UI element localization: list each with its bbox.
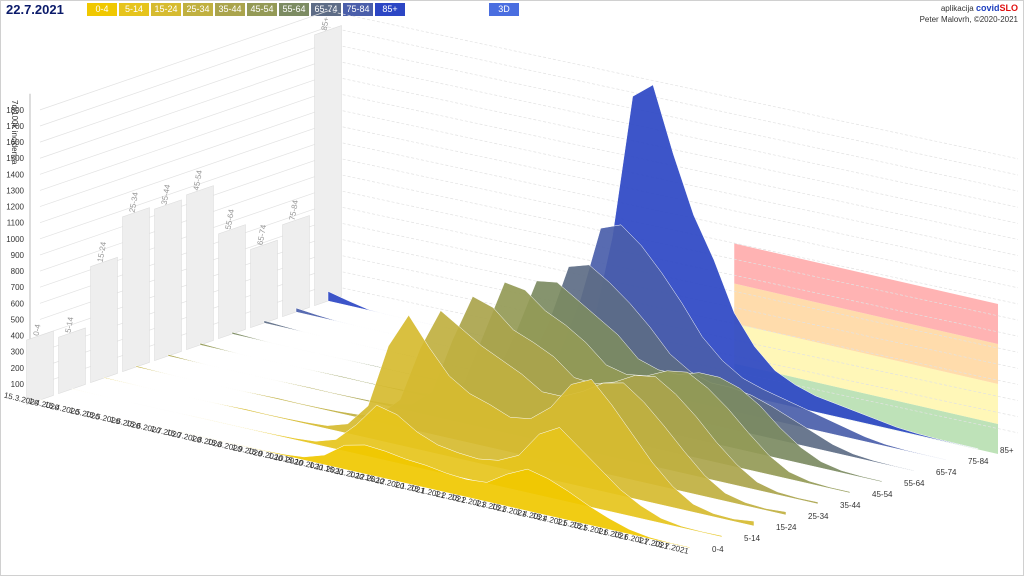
wall-bar	[58, 327, 86, 395]
threshold-band	[734, 323, 998, 424]
age-label: 25-34	[808, 512, 829, 521]
grid-line	[39, 75, 329, 175]
grid-line	[327, 26, 1019, 176]
grid-line	[39, 187, 329, 288]
grid-line	[39, 203, 329, 304]
y-tick-label: 200	[11, 364, 25, 373]
legend-button[interactable]: 45-54	[247, 3, 277, 16]
grid-line	[327, 58, 1019, 208]
y-tick-label: 1300	[6, 186, 24, 195]
y-tick-label: 1700	[6, 122, 24, 131]
grid-line	[39, 123, 329, 224]
y-tick-label: 100	[11, 380, 25, 389]
y-tick-label: 1400	[6, 170, 24, 179]
threshold-band	[734, 243, 998, 344]
threshold-band	[734, 283, 998, 384]
legend-button[interactable]: 55-64	[279, 3, 309, 16]
age-label: 5-14	[744, 534, 761, 543]
y-tick-label: 500	[11, 315, 25, 324]
grid-line	[327, 42, 1019, 192]
author: Peter Malovrh, ©2020-2021	[919, 15, 1018, 24]
wall-bar	[218, 224, 246, 340]
wall-bar-label: 55-64	[224, 208, 237, 230]
y-tick-label: 800	[11, 267, 25, 276]
grid-line	[327, 10, 1019, 160]
y-tick-label: 400	[11, 332, 25, 341]
age-surface	[39, 399, 691, 549]
wall-bar-label: 15-24	[96, 241, 109, 263]
wall-bar-label: 5-14	[64, 316, 76, 334]
age-label: 35-44	[840, 501, 861, 510]
age-label: 75-84	[968, 457, 989, 466]
grid-line	[39, 58, 329, 159]
grid-line	[39, 268, 329, 369]
grid-line	[327, 75, 1019, 224]
legend-button[interactable]: 25-34	[183, 3, 213, 16]
legend-button[interactable]: 0-4	[87, 3, 117, 16]
wall-bar-label: 85+	[320, 16, 331, 31]
y-tick-label: 700	[11, 283, 25, 292]
y-axis-label: 7d/100k incidenca	[10, 100, 19, 165]
age-label: 0-4	[712, 545, 724, 554]
wall-bar-label: 0-4	[32, 323, 43, 336]
age-label: 45-54	[872, 490, 893, 499]
brand: aplikacija covidSLO Peter Malovrh, ©2020…	[920, 3, 1018, 25]
legend-button[interactable]: 75-84	[343, 3, 373, 16]
grid-line	[39, 252, 329, 352]
wall-bar-label: 75-84	[288, 199, 301, 221]
age-label: 65-74	[936, 468, 957, 477]
y-tick-label: 1100	[7, 219, 25, 228]
legend-button[interactable]: 65-74	[311, 3, 341, 16]
date: 22.7.2021	[6, 2, 64, 17]
wall-bar	[90, 256, 118, 384]
wall-bar	[314, 25, 342, 307]
y-tick-label: 1500	[6, 154, 24, 163]
age-label: 15-24	[776, 523, 797, 532]
wall-bar	[122, 207, 150, 373]
mode-button[interactable]: 3D	[489, 3, 519, 16]
grid-line	[39, 42, 329, 143]
legend-button[interactable]: 35-44	[215, 3, 245, 16]
legend-button[interactable]: 15-24	[151, 3, 181, 16]
wall-bar-label: 65-74	[256, 224, 269, 246]
wall-bar-label: 25-34	[128, 191, 141, 213]
y-tick-label: 1200	[6, 203, 24, 212]
app-label: aplikacija	[940, 4, 974, 13]
grid-line	[39, 107, 329, 207]
age-label: 55-64	[904, 479, 925, 488]
grid-line	[39, 10, 329, 111]
grid-line	[39, 220, 329, 320]
legend: 0-4 5-14 15-24 25-34 35-44 45-54 55-64 65-74 75-…	[87, 3, 405, 16]
grid-line	[39, 139, 329, 240]
legend-button[interactable]: 5-14	[119, 3, 149, 16]
wall-bar	[154, 199, 182, 362]
grid-line	[39, 26, 329, 127]
x-tick-label: 15.7.2021	[653, 539, 690, 556]
wall-bar	[26, 330, 54, 406]
wall-bar-label: 35-44	[160, 183, 173, 205]
y-tick-label: 300	[11, 348, 25, 357]
wall-bar-label: 45-54	[192, 169, 205, 191]
wall-bar	[282, 215, 310, 318]
y-tick-label: 1000	[6, 235, 24, 244]
grid-line	[39, 236, 329, 336]
y-tick-label: 1800	[6, 106, 24, 115]
grid-line	[39, 171, 329, 272]
wall-bar	[250, 239, 278, 329]
age-label: 85+	[1000, 446, 1014, 455]
grid-line	[39, 284, 329, 385]
grid-line	[39, 91, 329, 191]
y-tick-label: 900	[11, 251, 25, 260]
legend-button[interactable]: 85+	[375, 3, 405, 16]
brand-main: covid	[975, 3, 1000, 13]
brand-accent: SLO	[999, 3, 1018, 13]
y-tick-label: 1600	[6, 138, 24, 147]
wall-bar	[186, 185, 214, 351]
grid-line	[39, 155, 329, 256]
y-tick-label: 600	[11, 299, 25, 308]
